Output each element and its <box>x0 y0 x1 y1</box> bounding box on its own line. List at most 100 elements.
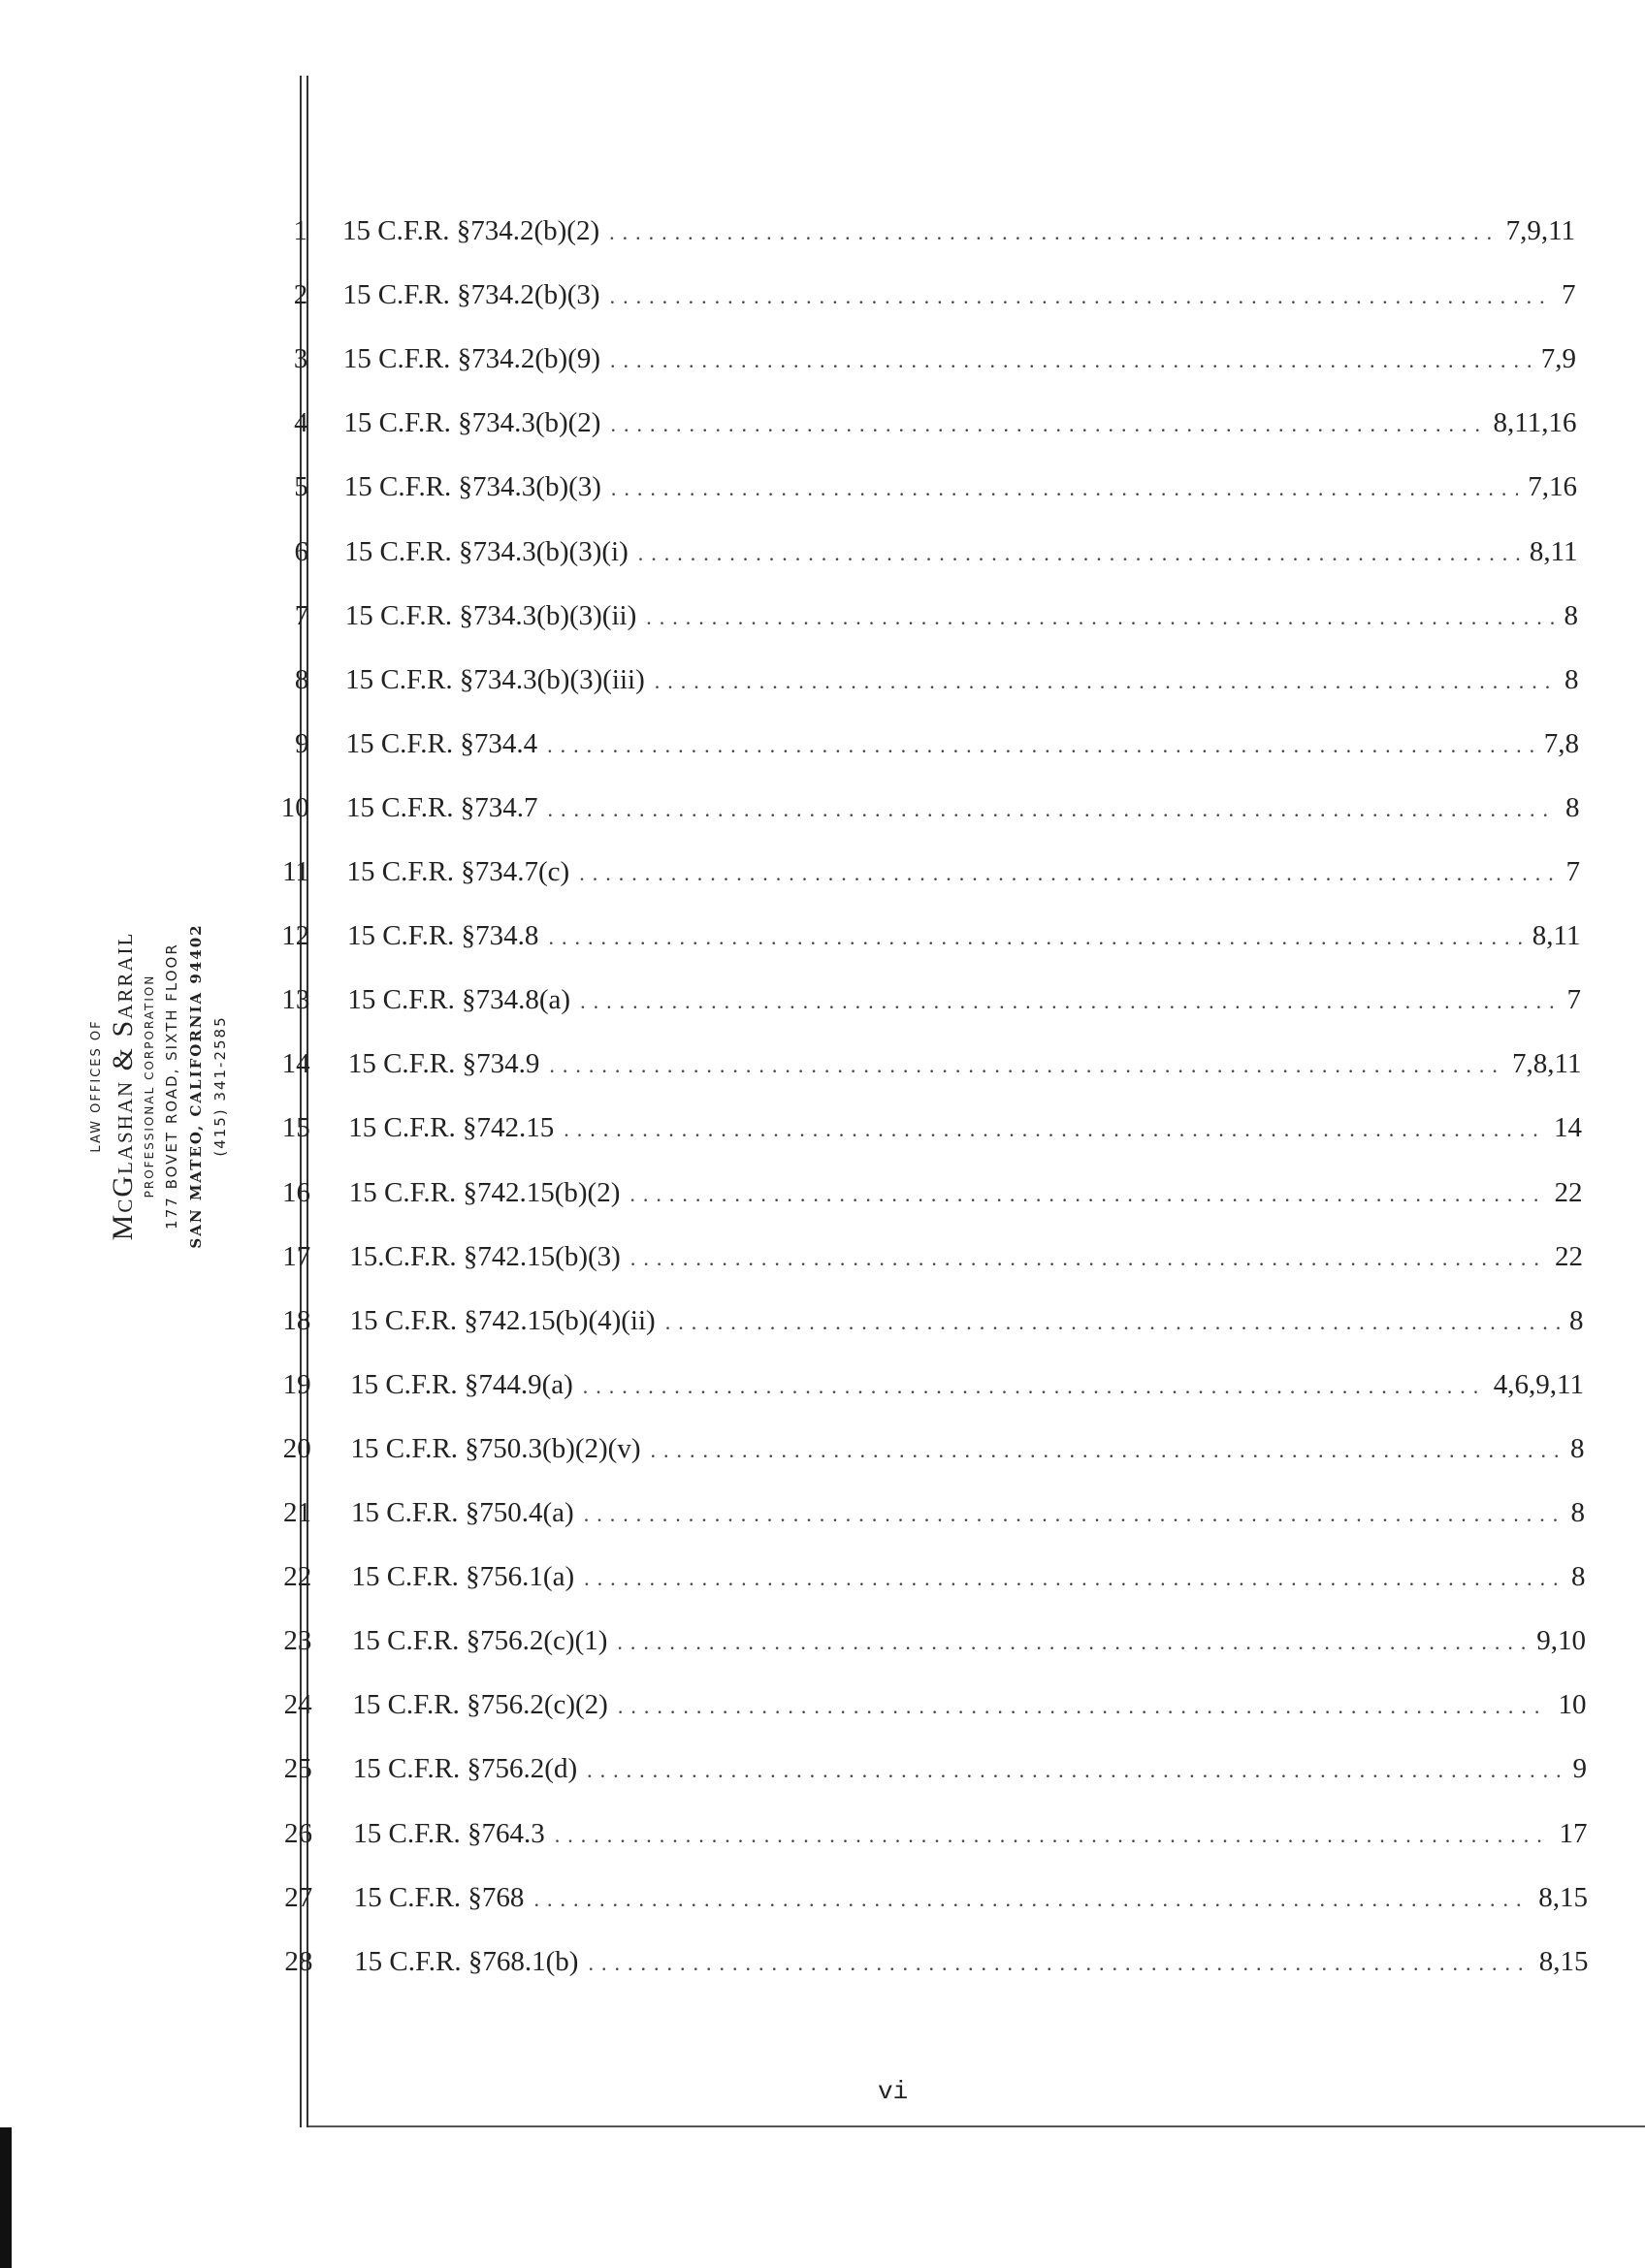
line-number: 3 <box>293 343 308 375</box>
citation: 15 C.F.R. §750.3(b)(2)(v) <box>350 1432 641 1464</box>
firm-city: SAN MATEO, CALIFORNIA 94402 <box>187 923 205 1249</box>
dot-leader: ........................................… <box>584 1566 1562 1591</box>
dot-leader: ........................................… <box>609 284 1552 309</box>
citation: 15 C.F.R. §768 <box>353 1881 525 1913</box>
table-of-authorities-entry: 15 C.F.R. §750.4(a).....................… <box>351 1497 1585 1536</box>
citation: 15 C.F.R. §734.9 <box>347 1048 540 1080</box>
page-references: 10 <box>1558 1689 1587 1721</box>
citation: 15 C.F.R. §734.7(c) <box>346 856 570 887</box>
page-references: 14 <box>1553 1112 1582 1144</box>
dot-leader: ........................................… <box>617 1630 1527 1655</box>
line-number: 20 <box>282 1432 311 1464</box>
citation: 15 C.F.R. §734.3(b)(3)(ii) <box>344 599 637 631</box>
table-of-authorities-entry: 15 C.F.R. §768.1(b).....................… <box>354 1946 1588 1985</box>
dot-leader: ........................................… <box>587 1758 1564 1783</box>
page-references: 7,8 <box>1543 727 1579 759</box>
line-number: 15 <box>281 1112 310 1144</box>
citation: 15 C.F.R. §756.2(d) <box>352 1753 578 1785</box>
line-number: 14 <box>281 1048 310 1080</box>
page-references: 9 <box>1572 1753 1587 1785</box>
page-references: 8 <box>1564 663 1579 695</box>
dot-leader: ........................................… <box>629 1245 1545 1270</box>
page-references: 7 <box>1566 984 1581 1016</box>
line-number: 18 <box>282 1304 311 1336</box>
margin-rule-left <box>300 76 302 2127</box>
dot-leader: ........................................… <box>583 1502 1562 1526</box>
table-of-authorities-entry: 15 C.F.R. §734.2(b)(2)..................… <box>342 215 1575 254</box>
table-of-authorities-entry: 15 C.F.R. §734.4........................… <box>346 728 1579 767</box>
page-references: 8 <box>1570 1497 1586 1528</box>
page-references: 8 <box>1564 791 1580 823</box>
letterhead: LAW OFFICES OF McGlashan & Sarrail PROFE… <box>89 863 229 1309</box>
letterhead-line: PROFESSIONAL CORPORATION <box>143 974 156 1198</box>
page-references: 8 <box>1570 1561 1586 1593</box>
table-of-authorities-entry: 15 C.F.R. §734.3(b)(3)(iii).............… <box>345 664 1578 703</box>
citation: 15 C.F.R. §734.8 <box>346 920 539 952</box>
citation: 15 C.F.R. §734.3(b)(3) <box>343 471 601 503</box>
citation: 15 C.F.R. §742.15(b)(2) <box>348 1176 621 1208</box>
citation: 15 C.F.R. §734.3(b)(2) <box>343 407 601 439</box>
page-references: 4,6,9,11 <box>1493 1368 1584 1400</box>
line-number: 17 <box>282 1240 311 1272</box>
table-of-authorities-entry: 15 C.F.R. §734.2(b)(9)..................… <box>343 343 1576 382</box>
line-number: 16 <box>282 1176 310 1208</box>
line-number: 24 <box>283 1689 312 1721</box>
line-number: 28 <box>284 1945 313 1977</box>
table-of-authorities-entry: 15 C.F.R. §734.3(b)(2)..................… <box>343 407 1576 446</box>
line-number: 22 <box>283 1561 312 1593</box>
citation: 15 C.F.R. §734.4 <box>345 727 538 759</box>
page-references: 8 <box>1569 1432 1585 1464</box>
dot-leader: ........................................… <box>609 220 1497 244</box>
line-number: 7 <box>294 599 309 631</box>
table-of-authorities-entry: 15 C.F.R. §756.2(c)(1)..................… <box>352 1625 1586 1664</box>
line-number: 19 <box>282 1368 311 1400</box>
dot-leader: ........................................… <box>629 1181 1544 1206</box>
table-of-authorities-entry: 15 C.F.R. §756.2(d).....................… <box>353 1753 1587 1792</box>
citation: 15 C.F.R. §750.4(a) <box>351 1497 574 1528</box>
dot-leader: ........................................… <box>579 861 1557 885</box>
dot-leader: ........................................… <box>533 1886 1530 1911</box>
bottom-rule <box>308 2125 1645 2127</box>
page-references: 7 <box>1561 279 1576 311</box>
citation: 15 C.F.R. §768.1(b) <box>354 1945 579 1977</box>
table-of-authorities-entry: 15 C.F.R. §734.7(c).....................… <box>347 856 1581 895</box>
margin-rule-right <box>306 76 308 2127</box>
line-number: 26 <box>284 1817 312 1849</box>
citation: 15 C.F.R. §742.15(b)(4)(ii) <box>349 1304 656 1336</box>
dot-leader: ........................................… <box>547 796 1556 821</box>
table-of-authorities-entry: 15 C.F.R. §764.3........................… <box>353 1818 1587 1857</box>
dot-leader: ........................................… <box>548 925 1523 950</box>
page-references: 7,9 <box>1540 343 1576 375</box>
dot-leader: ........................................… <box>547 732 1534 757</box>
line-number: 4 <box>294 407 308 439</box>
line-number: 6 <box>294 535 309 567</box>
page-references: 8,15 <box>1538 1881 1588 1913</box>
line-number: 21 <box>283 1497 311 1528</box>
page-references: 7,8,11 <box>1512 1048 1582 1080</box>
page-number: vi <box>878 2077 909 2106</box>
citation: 15 C.F.R. §734.8(a) <box>347 984 571 1016</box>
table-of-authorities-entry: 15 C.F.R. §756.2(c)(2)..................… <box>352 1689 1586 1728</box>
table-of-authorities-entry: 15 C.F.R. §734.8(a).....................… <box>347 984 1581 1023</box>
page-references: 8,11 <box>1529 535 1578 567</box>
letterhead-line: LAW OFFICES OF <box>89 1019 104 1153</box>
dot-leader: ........................................… <box>664 1309 1560 1334</box>
line-number: 23 <box>283 1625 312 1657</box>
page-references: 22 <box>1554 1240 1583 1272</box>
firm-name: McGlashan & Sarrail <box>107 931 139 1241</box>
page-references: 8,11 <box>1532 920 1581 952</box>
dot-leader: ........................................… <box>549 1053 1503 1078</box>
page-references: 9,10 <box>1536 1625 1586 1657</box>
citation: 15 C.F.R. §756.2(c)(2) <box>352 1689 608 1721</box>
page-references: 7,16 <box>1528 471 1577 503</box>
citation: 15.C.F.R. §742.15(b)(3) <box>349 1240 621 1272</box>
table-of-authorities-entry: 15 C.F.R. §734.3(b)(3)(ii)..............… <box>345 600 1578 639</box>
line-number: 13 <box>281 984 310 1016</box>
table-of-authorities-entry: 15 C.F.R. §742.15.......................… <box>348 1112 1582 1151</box>
page-references: 17 <box>1559 1817 1588 1849</box>
scan-edge <box>0 2127 12 2268</box>
table-of-authorities-entry: 15 C.F.R. §744.9(a).....................… <box>350 1369 1584 1408</box>
table-of-authorities-entry: 15 C.F.R. §750.3(b)(2)(v)...............… <box>351 1433 1585 1472</box>
firm-phone: (415) 341-2585 <box>211 1015 229 1157</box>
line-number: 12 <box>281 920 310 952</box>
